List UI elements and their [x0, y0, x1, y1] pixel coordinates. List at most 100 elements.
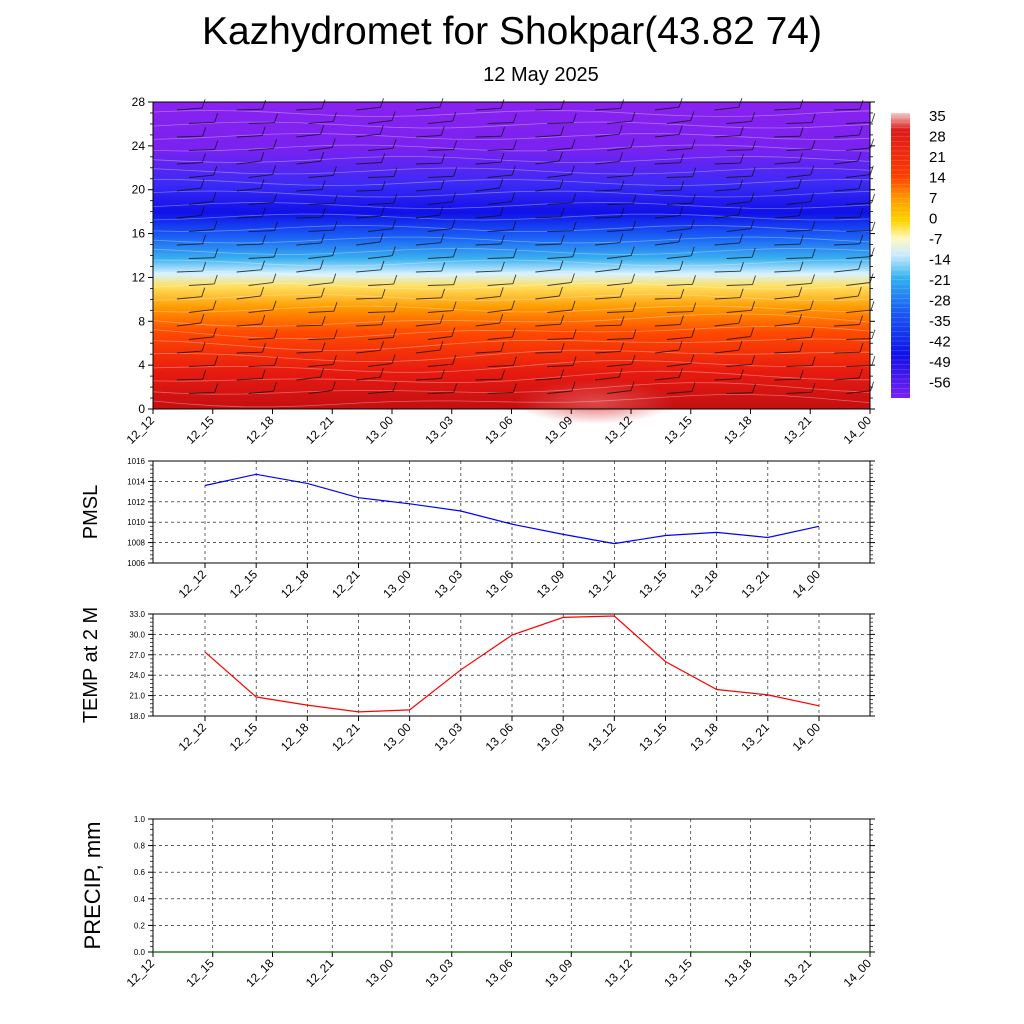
wind-barb: [368, 311, 395, 313]
wind-barb: [356, 162, 382, 165]
wind-barb: [726, 256, 753, 259]
wind-barb-flag: [202, 370, 207, 380]
wind-barb-flag: [810, 328, 815, 338]
wind-barb-flag: [511, 327, 516, 338]
colorbar-label: 7: [929, 190, 937, 207]
wind-barb-flag: [320, 287, 325, 298]
wind-barb: [487, 229, 514, 232]
wind-barb-flag: [201, 153, 206, 163]
wind-barb: [475, 243, 502, 246]
wind-barb: [296, 189, 323, 192]
wind-barb-flag: [441, 261, 446, 272]
wind-barb-flag: [752, 140, 756, 150]
wind-barb-flag: [740, 262, 744, 272]
x-tick-label: 13_03: [422, 956, 456, 990]
wind-barb-flag: [452, 355, 457, 365]
wind-barb-flag: [620, 316, 625, 326]
wind-barb: [786, 122, 813, 124]
x-tick-label: 12_18: [243, 956, 277, 990]
wind-barb: [296, 296, 322, 300]
wind-barb-flag: [212, 300, 217, 310]
wind-barb-flag: [811, 140, 816, 150]
wind-barb-flag: [811, 383, 816, 393]
wind-barb: [296, 376, 321, 381]
wind-barb-flag: [571, 138, 576, 149]
wind-barb: [846, 174, 871, 178]
wind-barb-flag: [393, 194, 398, 204]
wind-barb-flag: [859, 315, 864, 325]
wind-barb: [846, 121, 872, 124]
wind-barb: [786, 309, 811, 313]
wind-barb: [846, 256, 872, 259]
colorbar-label: -28: [929, 293, 951, 310]
wind-barb: [248, 337, 275, 340]
wind-barb-flag: [558, 151, 563, 162]
wind-barb: [547, 230, 574, 232]
wind-barb-flag: [331, 138, 336, 148]
wind-barb: [726, 284, 753, 286]
wind-barb-flag: [738, 341, 743, 351]
wind-barb: [188, 121, 215, 124]
wind-barb-flag: [273, 329, 278, 339]
contour-line: [152, 271, 871, 278]
wind-barb-flag: [214, 383, 219, 393]
contour-line: [152, 305, 871, 313]
wind-barb-flag: [381, 181, 386, 191]
wind-barb: [308, 147, 333, 151]
wind-barb: [415, 188, 442, 192]
heatmap-x-axis: 12_12 12_15 12_18 12_21 13_00 13_03 13_06 13_09…: [124, 409, 874, 447]
x-tick-label: 13_18: [721, 413, 755, 447]
wind-barb: [535, 295, 560, 300]
contour-line: [152, 156, 871, 163]
wind-barb: [368, 202, 394, 205]
wind-barb: [714, 297, 741, 300]
wind-barb: [834, 108, 861, 111]
x-tick-label: 12_15: [227, 567, 261, 601]
wind-barb: [726, 309, 752, 313]
wind-barb: [236, 243, 263, 246]
wind-barb: [774, 351, 800, 354]
wind-barb: [654, 133, 680, 138]
heatmap-panel: 0 4 8 12 16 20 24 28 12_12 12_15 12_18 12_21 13_00 1…: [124, 95, 876, 447]
wind-barb-flag: [260, 152, 265, 162]
wind-barb-flag: [201, 287, 206, 297]
wind-barb: [427, 120, 453, 124]
wind-barb: [296, 108, 323, 111]
wind-barb: [475, 295, 501, 300]
wind-barb-flag: [560, 369, 565, 379]
wind-barb: [176, 135, 203, 138]
wind-barb: [368, 120, 393, 124]
wind-barb-flag: [678, 97, 683, 108]
x-tick-label: 13_15: [636, 567, 670, 601]
wind-barb: [236, 295, 261, 300]
wind-barb-flag: [212, 192, 217, 202]
wind-barb: [356, 241, 381, 246]
wind-barb-flag: [202, 234, 207, 244]
wind-barb: [654, 162, 681, 165]
x-tick-label: 13_00: [380, 567, 414, 601]
wind-barb-flag: [571, 381, 576, 392]
y-tick-label: 33.0: [129, 610, 145, 619]
y-tick-label: 0.2: [134, 921, 146, 930]
wind-barb: [654, 106, 680, 111]
wind-barb-flag: [261, 369, 266, 379]
x-tick-label: 12_18: [278, 720, 312, 754]
wind-barb: [248, 174, 273, 178]
wind-barb: [654, 189, 681, 192]
wind-barb-flag: [870, 381, 875, 391]
wind-barb: [308, 203, 335, 205]
wind-barb-flag: [559, 260, 564, 270]
wind-barb: [236, 108, 263, 111]
wind-barb-flag: [680, 153, 684, 163]
wind-barb: [308, 120, 334, 124]
wind-barb-flag: [261, 260, 265, 270]
wind-barb-flag: [380, 341, 384, 351]
wind-barb-flag: [572, 221, 577, 231]
wind-barb: [356, 269, 382, 273]
wind-barb-flag: [499, 206, 504, 216]
wind-barb: [607, 310, 633, 313]
wind-barb: [356, 133, 381, 138]
wind-barb-flag: [274, 113, 278, 123]
wind-barb-flag: [201, 98, 206, 109]
